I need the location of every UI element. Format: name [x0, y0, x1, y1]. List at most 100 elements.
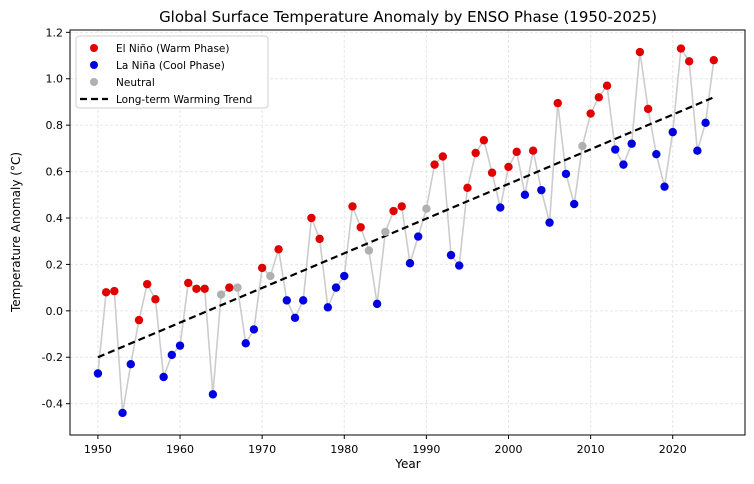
data-point-2006	[553, 98, 562, 108]
data-point-2020	[668, 127, 677, 137]
plot-frame	[69, 29, 746, 436]
data-point-1960	[175, 341, 185, 350]
data-point-1974	[290, 313, 300, 322]
data-point-1964	[208, 390, 218, 399]
x-tick-label: 1970	[248, 443, 276, 456]
data-point-1976	[307, 213, 316, 223]
data-point-1996	[471, 148, 480, 158]
data-point-2022	[684, 57, 694, 66]
data-point-1999	[496, 203, 505, 212]
trend-line	[97, 96, 715, 359]
grid	[70, 30, 745, 435]
legend-marker	[90, 44, 98, 52]
data-point-1953	[118, 408, 127, 418]
data-point-2015	[627, 139, 636, 148]
data-point-1990	[422, 204, 431, 213]
data-point-1988	[405, 259, 415, 268]
y-tick-label: -0.2	[42, 351, 63, 364]
data-point-1980	[340, 271, 349, 281]
data-point-2011	[594, 93, 604, 102]
data-point-2008	[569, 199, 579, 209]
data-point-1983	[364, 246, 374, 255]
data-point-1952	[110, 286, 119, 296]
data-point-2005	[545, 218, 554, 227]
data-point-1970	[257, 263, 267, 273]
x-tick-label: 1990	[412, 443, 440, 456]
data-point-1987	[397, 202, 406, 211]
x-tick-label: 2000	[495, 443, 523, 456]
data-point-1978	[323, 303, 333, 312]
data-point-1963	[200, 284, 209, 293]
data-point-2002	[520, 190, 530, 199]
data-point-2000	[504, 162, 513, 172]
data-point-1968	[241, 339, 250, 348]
data-point-2016	[635, 47, 645, 57]
data-point-2013	[611, 145, 620, 154]
legend-marker	[90, 61, 98, 69]
data-point-2009	[578, 141, 587, 151]
data-point-1954	[126, 360, 135, 369]
chart-title: Global Surface Temperature Anomaly by EN…	[159, 8, 657, 26]
x-tick-label: 2010	[577, 443, 605, 456]
data-point-1994	[455, 261, 464, 270]
data-point-1959	[167, 350, 177, 360]
data-point-1950	[93, 369, 103, 378]
data-point-2024	[701, 118, 710, 128]
data-point-1993	[446, 250, 456, 260]
data-point-1979	[331, 283, 341, 292]
legend-label: Neutral	[116, 77, 155, 89]
data-point-1992	[438, 152, 448, 161]
data-point-1955	[134, 315, 144, 325]
y-tick-label: 0.4	[46, 212, 64, 225]
data-point-1984	[372, 299, 382, 309]
data-point-1961	[184, 278, 193, 288]
data-point-2012	[602, 81, 612, 90]
legend-label: Long-term Warming Trend	[116, 94, 252, 106]
legend-box	[75, 35, 269, 109]
data-point-1995	[463, 183, 472, 193]
data-point-1986	[389, 206, 398, 216]
data-point-1981	[348, 202, 357, 211]
data-point-1958	[159, 372, 168, 382]
data-point-1975	[299, 296, 308, 305]
data-point-1957	[151, 295, 160, 304]
data-point-1956	[142, 279, 152, 289]
data-point-1966	[225, 283, 234, 292]
y-tick-label: 0.6	[46, 166, 64, 179]
data-point-2001	[512, 147, 521, 157]
data-point-1998	[487, 168, 497, 177]
data-point-2021	[676, 44, 686, 53]
data-point-1951	[101, 288, 111, 297]
data-point-2007	[561, 169, 571, 179]
data-point-2010	[586, 109, 595, 118]
data-point-1997	[479, 136, 489, 145]
data-point-1973	[282, 296, 291, 305]
data-point-2023	[693, 146, 702, 155]
data-point-1991	[430, 160, 439, 169]
ticks: 1950 1960 1970 1980 1990 2000 2010 2020 -0.4 -0.2…	[42, 26, 687, 456]
y-tick-label: 0.0	[46, 305, 64, 318]
data-point-1989	[413, 232, 423, 241]
data-point-2019	[660, 182, 669, 191]
x-axis-label: Year	[394, 457, 420, 471]
data-point-1962	[192, 284, 201, 293]
y-tick-label: -0.4	[42, 398, 63, 411]
data-point-2018	[652, 149, 661, 159]
legend: El Niño (Warm Phase) La Niña (Cool Phase)…	[75, 35, 269, 109]
data-point-1967	[233, 283, 242, 292]
data-point-2003	[528, 146, 538, 155]
y-tick-label: 0.8	[46, 119, 64, 132]
data-point-2017	[643, 104, 653, 114]
legend-label: La Niña (Cool Phase)	[116, 60, 225, 72]
data-point-2004	[537, 185, 546, 195]
x-tick-label: 1980	[330, 443, 358, 456]
data-point-1977	[315, 234, 324, 244]
legend-label: El Niño (Warm Phase)	[116, 43, 229, 55]
y-tick-label: 0.2	[46, 258, 64, 271]
y-tick-label: 1.0	[46, 73, 64, 86]
data-point-2025	[709, 55, 718, 65]
y-axis-label: Temperature Anomaly (°C)	[9, 152, 23, 313]
data-point-1982	[356, 223, 365, 232]
x-tick-label: 2020	[659, 443, 687, 456]
